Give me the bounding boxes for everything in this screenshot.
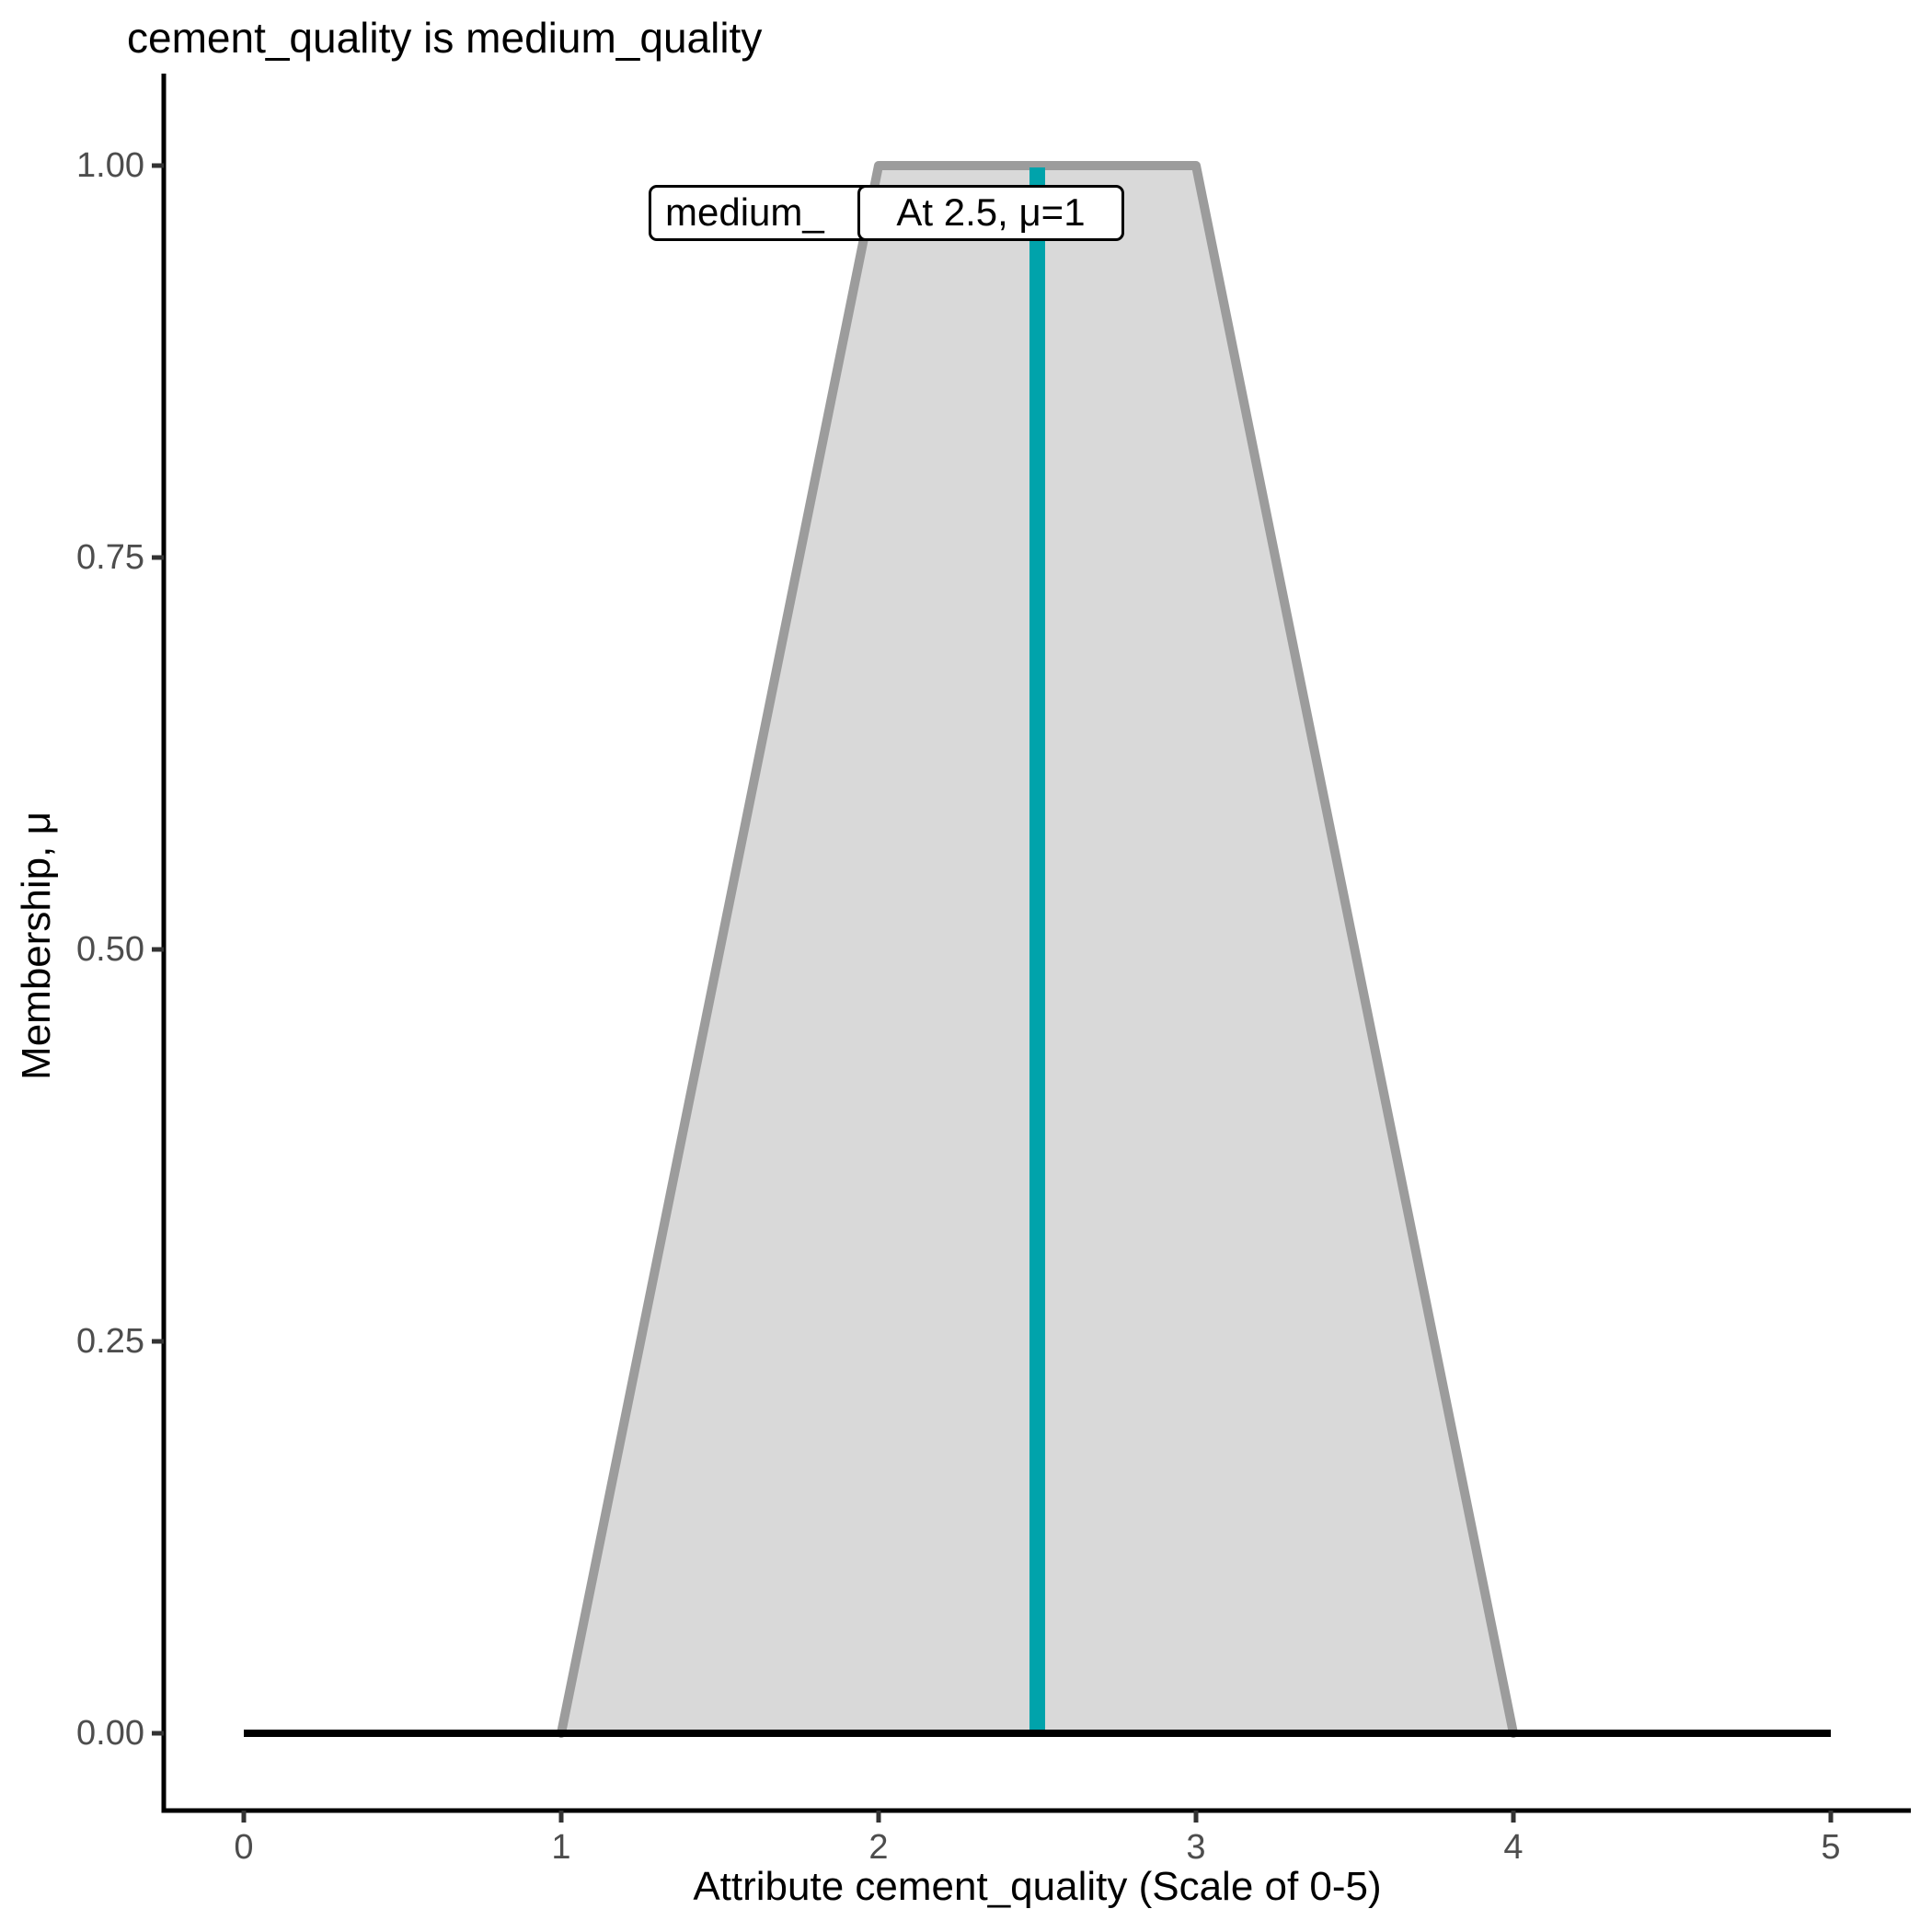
x-tick-label-1: 1 — [551, 1828, 571, 1867]
x-tick-label-2: 2 — [868, 1828, 889, 1867]
plot-title: cement_quality is medium_quality — [127, 14, 763, 62]
y-tick-label-1.00: 1.00 — [76, 146, 144, 185]
y-tick-label-0.50: 0.50 — [76, 930, 144, 969]
value-annotation-text: At 2.5, μ=1 — [896, 190, 1086, 234]
y-tick-label-0.75: 0.75 — [76, 538, 144, 577]
x-tick-label-3: 3 — [1186, 1828, 1206, 1867]
value-annotation-box: At 2.5, μ=1 — [857, 185, 1124, 241]
set-name-label-text: medium_ — [665, 190, 824, 234]
x-axis-title: Attribute cement_quality (Scale of 0-5) — [693, 1864, 1382, 1909]
x-tick-label-5: 5 — [1821, 1828, 1841, 1867]
set-name-label-box: medium_ — [649, 185, 871, 241]
membership-outline — [557, 161, 1518, 1738]
y-tick-label-0.00: 0.00 — [76, 1714, 144, 1753]
x-tick-label-4: 4 — [1503, 1828, 1524, 1867]
x-tick-label-0: 0 — [234, 1828, 254, 1867]
y-tick-label-0.25: 0.25 — [76, 1322, 144, 1361]
